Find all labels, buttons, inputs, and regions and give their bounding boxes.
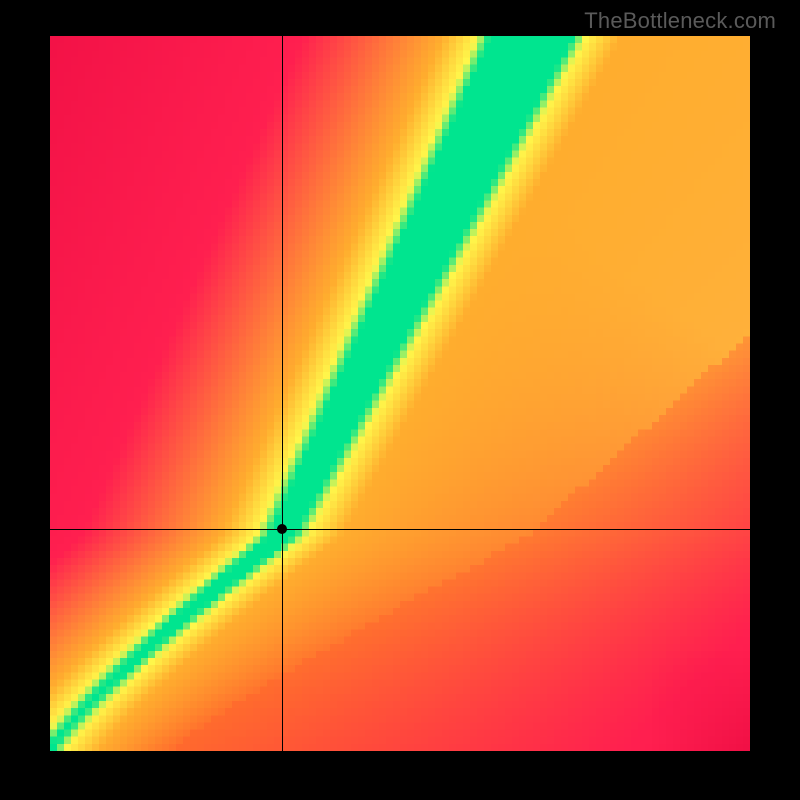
heatmap-canvas [50,36,750,751]
chart-frame: TheBottleneck.com [0,0,800,800]
crosshair-horizontal [50,529,750,530]
watermark-label: TheBottleneck.com [584,8,776,34]
crosshair-vertical [282,36,283,751]
crosshair-marker [277,524,287,534]
heatmap-plot [50,36,750,751]
